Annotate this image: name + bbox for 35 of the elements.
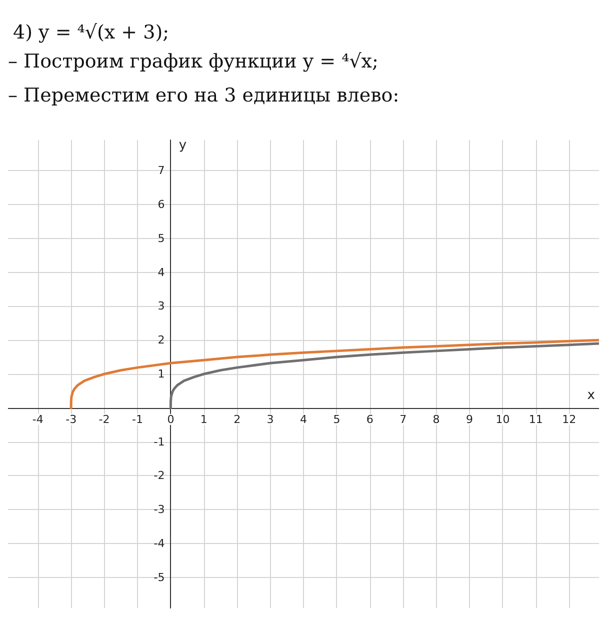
y-tick-label: -5 <box>154 570 165 584</box>
y-tick-label: 7 <box>158 164 165 178</box>
x-tick-label: 4 <box>300 412 307 426</box>
y-tick-label: 6 <box>158 198 165 211</box>
y-tick-label: -2 <box>154 469 165 482</box>
text: – Построим график функции y = ⁴√x; <box>8 50 378 72</box>
x-axis-title: x <box>587 388 596 403</box>
y-axis-title: y <box>178 138 187 153</box>
x-tick-label: 6 <box>366 412 374 426</box>
x-tick-label: 0 <box>167 412 174 426</box>
y-tick-label: -1 <box>154 435 165 448</box>
x-tick-label: 2 <box>234 412 241 426</box>
x-tick-label: -3 <box>66 412 77 426</box>
y-tick-label: -3 <box>154 503 165 516</box>
x-tick-label: 9 <box>466 412 474 426</box>
x-tick-label: 12 <box>562 412 576 426</box>
x-tick-label: 10 <box>496 412 510 426</box>
y-tick-label: 1 <box>158 368 165 380</box>
x-tick-label: 11 <box>528 412 543 426</box>
line-series <box>169 342 599 410</box>
text: – Переместим его на 3 единицы влево: <box>8 84 400 106</box>
x-tick-label: 3 <box>266 412 274 426</box>
x-tick-label: -4 <box>32 412 44 426</box>
x-tick-label: 5 <box>333 412 340 426</box>
y-tick-label: 4 <box>158 266 165 279</box>
x-tick-label: -2 <box>98 412 110 426</box>
x-tick-label: 1 <box>200 412 208 426</box>
x-tick-label: -1 <box>132 412 143 426</box>
y-tick-label: 5 <box>158 232 165 245</box>
chart-title: 4) y = ⁴√(x + 3); <box>13 22 170 44</box>
y-tick-label: 2 <box>158 334 165 347</box>
y-tick-label: -4 <box>154 537 165 550</box>
x-tick-label: 7 <box>400 412 407 426</box>
x-tick-label: 8 <box>432 412 440 426</box>
y-tick-label: 3 <box>158 300 165 313</box>
